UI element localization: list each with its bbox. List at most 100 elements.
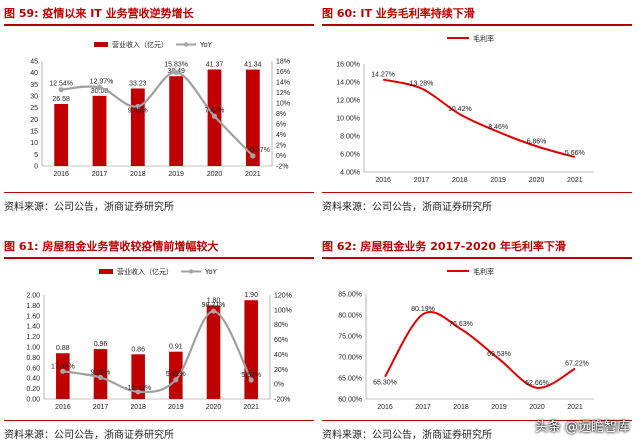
yoy-data-label: 9.09% [91,369,111,376]
data-label: 67.22% [565,361,589,368]
bar [206,305,221,399]
y2-tick-label: 18% [276,59,290,66]
x-tick-label: 2019 [490,177,506,184]
watermark: 头条 @远瞻智库 [534,420,630,435]
y-tick-label: 0.60 [26,365,40,372]
y2-tick-label: 14% [276,80,290,87]
panel-fig60: 图 60: IT 业务毛利率持续下滑 4.00% 6.00% 8.00% 10.00%… [322,4,632,213]
bar [131,354,145,399]
y-tick-label: 35 [30,82,38,89]
bar-data-label: 41.37 [206,61,224,68]
yoy-data-label: 5.81% [166,371,186,378]
data-label: 13.28% [410,80,434,87]
yoy-data-label: 15.83% [164,61,188,68]
y2-tick-label: 0% [274,382,284,389]
chart-title: 图 61: 房屋租金业务营收较疫情前增幅较大 [4,237,314,259]
bar-data-label: 0.91 [169,344,183,351]
legend-label: 营业收入（亿元） [112,40,168,49]
bar-data-label: 26.58 [52,96,70,103]
legend-swatch-bar [94,42,108,47]
data-label: 65.30% [373,380,397,387]
yoy-marker [135,389,141,395]
legend-label: YoY [199,41,213,49]
yoy-marker [135,103,141,110]
yoy-marker [173,377,179,383]
bar-data-label: 1.90 [244,292,258,299]
y-tick-label: 16.00% [336,62,360,69]
y-tick-label: 75.00% [338,334,362,341]
y-tick-label: 0.00 [26,397,40,404]
data-label: 5.66% [565,150,585,157]
x-tick-label: 2021 [567,404,583,411]
legend-marker [183,42,189,47]
yoy-data-label: 98.21% [202,302,226,309]
x-tick-label: 2021 [243,404,259,411]
x-tick-label: 2017 [93,404,109,411]
bar [169,351,183,399]
bar-data-label: 0.86 [131,346,145,353]
x-tick-label: 2016 [375,177,391,184]
chart-fig59: 0 5 10 15 20 25 30 35 40 45 -2% 0% 2% 4% 6% 8% 10% 12% 14%… [30,40,290,178]
yoy-marker [248,377,254,383]
y-tick-label: 5 [34,152,38,159]
chart-fig60: 4.00% 6.00% 8.00% 10.00% 12.00% 14.00% 16.00% 2… [336,34,594,184]
y-tick-label: 0.40 [26,376,40,383]
bar-data-label: 33.23 [129,80,147,87]
series-line [382,78,576,159]
y-tick-label: 0 [34,164,38,171]
chart-title: 图 60: IT 业务毛利率持续下滑 [322,4,632,26]
y-tick-label: 85.00% [338,292,362,299]
y2-tick-label: 8% [276,111,286,118]
x-tick-label: 2020 [206,404,222,411]
x-tick-label: 2019 [168,171,184,178]
legend-label: YoY [204,268,218,276]
y2-tick-label: -2% [276,164,288,171]
y-tick-label: 6.00% [340,152,360,159]
legend-label: 毛利率 [473,34,494,43]
data-label: 10.42% [448,106,472,113]
y-tick-label: 10.00% [336,116,360,123]
chart-title: 图 62: 房屋租金业务 2017-2020 年毛利率下滑 [322,237,632,259]
yoy-data-label: 12.54% [49,81,73,88]
legend-label: 营业收入（亿元） [117,267,173,276]
yoy-marker [58,87,64,93]
bar [56,353,70,399]
bar-data-label: 41.34 [244,62,262,69]
x-tick-label: 2016 [377,404,393,411]
data-label: 69.53% [487,351,511,358]
y-tick-label: 45 [30,59,38,66]
yoy-data-label: 9.35% [128,107,148,114]
panel-fig59: 图 59: 疫情以来 IT 业务营收逆势增长 0 5 10 15 20 25 30 35 40 4… [4,4,314,213]
x-tick-label: 2017 [92,171,108,178]
y-tick-label: 12.00% [336,98,360,105]
yoy-data-label: 5.57% [241,372,261,379]
legend-marker [188,269,194,274]
y2-tick-label: 60% [274,337,288,344]
y2-tick-label: 6% [276,122,286,129]
source-note: 资料来源：公司公告，浙商证券研究所 [322,192,632,213]
series-line [384,311,576,389]
yoy-data-label: -10.32% [125,385,151,392]
y-tick-label: 1.60 [26,313,40,320]
bar [244,300,258,399]
bar [169,76,184,166]
x-tick-label: 2018 [130,404,146,411]
y-tick-label: 1.40 [26,324,40,331]
y2-tick-label: 12% [276,90,290,97]
yoy-line [62,310,253,394]
bar [130,88,145,166]
y-tick-label: 80.00% [338,313,362,320]
yoy-marker [250,153,256,159]
bar-data-label: 1.80 [207,297,221,304]
x-tick-label: 2018 [130,171,146,178]
yoy-marker [60,368,66,374]
yoy-data-label: 12.97% [90,78,114,85]
y-tick-label: 1.00 [26,345,40,352]
y-tick-label: 0.20 [26,386,40,393]
y2-tick-label: 40% [274,352,288,359]
bar-data-label: 0.96 [94,341,108,348]
panel-fig62: 图 62: 房屋租金业务 2017-2020 年毛利率下滑 60.00% 65.0… [322,237,632,441]
y-tick-label: 1.80 [26,303,40,310]
data-label: 76.63% [449,321,473,328]
yoy-marker [210,308,217,314]
